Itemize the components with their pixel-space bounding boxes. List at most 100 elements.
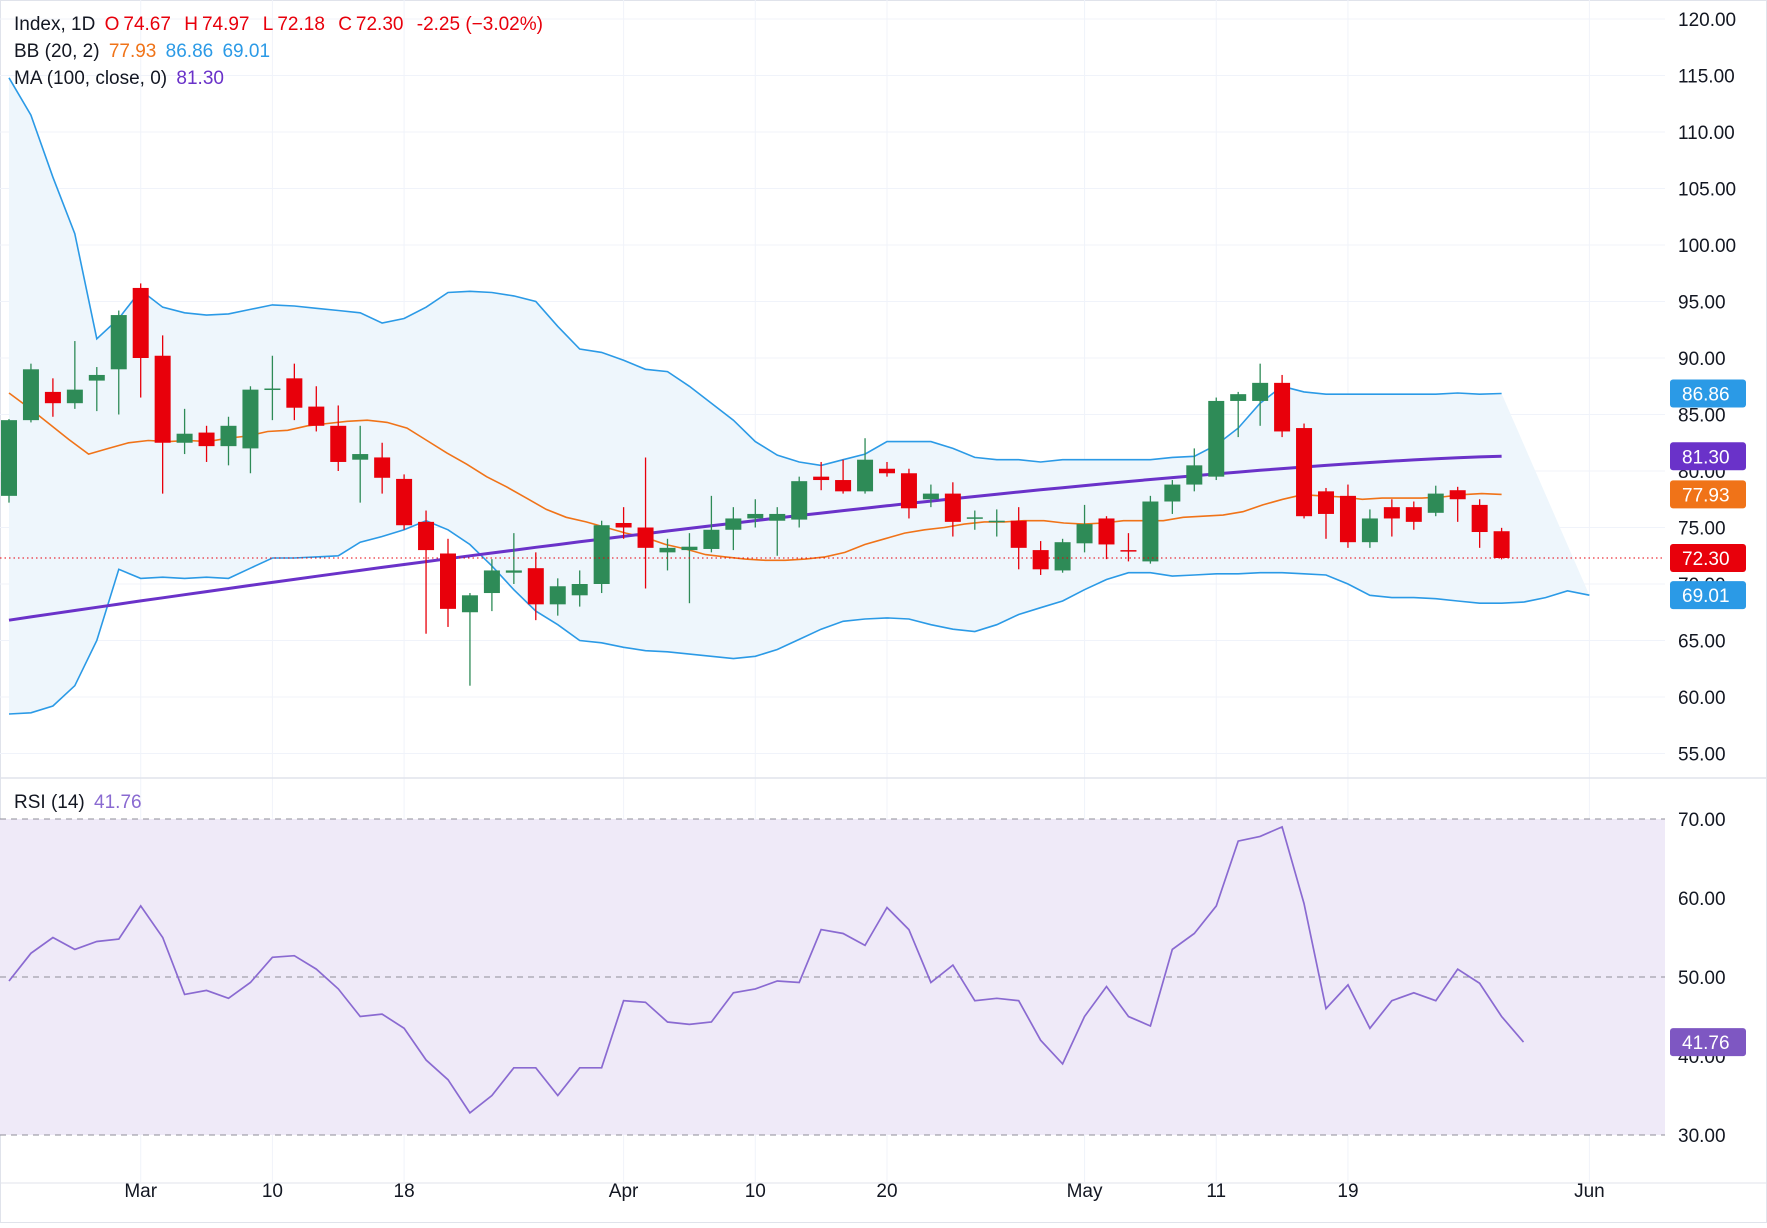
candle-body [1361,518,1378,543]
candle-body [725,518,742,530]
candle-up [593,520,610,594]
y-tick-label: 110.00 [1678,123,1735,144]
rsi-line [8,825,1525,1115]
candle-body [527,568,544,605]
candle-up [922,484,939,508]
high-value: H 74.97 [184,14,253,35]
candle-down [44,378,61,417]
bb-upper-value: 86.86 [165,41,214,62]
y-tick-label: 90.00 [1678,349,1726,370]
candle-body [1142,501,1159,562]
candle-up [791,476,808,528]
candle-body [264,388,281,391]
candle-body [835,480,852,492]
candle-up [725,507,742,551]
candle-body [1449,490,1466,500]
candle-body [1339,495,1356,543]
candle-body [615,522,632,528]
candle-up [769,507,786,556]
rsi-band-fill [0,819,1665,1135]
candle-body [791,481,808,520]
rsi-badge: 41.76 [1670,1028,1746,1057]
rsi-value: 41.76 [94,792,142,813]
candle-body [66,389,83,404]
candle-up [659,538,676,571]
candle-down [330,405,347,471]
candle-up [966,510,983,530]
candle-down [527,552,544,621]
candle-up [1427,485,1444,517]
candle-down [1449,486,1466,522]
candle-body [1405,507,1422,522]
badge-text: 77.93 [1682,485,1730,506]
candle-down [1318,487,1334,539]
bb-upper-line [8,77,1502,467]
candle-body [242,389,259,449]
close-number: 72.30 [355,14,404,35]
candle-body [988,520,1005,523]
y-tick-label: 55.00 [1678,745,1726,766]
candle-up [1164,480,1181,514]
candle-up [264,355,281,421]
low-number: 72.18 [277,14,325,35]
candle-body [286,378,303,408]
badge-bg [1670,442,1746,471]
candle-up [1361,509,1378,548]
candle-body [1186,465,1203,485]
symbol-label: Index, 1D [14,14,96,35]
candle-down [396,474,413,530]
candle-body [44,391,61,404]
candle-down [900,468,917,519]
candle-body [22,369,39,421]
candle-body [1164,484,1181,502]
candle-up [88,367,105,412]
candle-down [1296,423,1313,519]
candle-up [483,559,500,612]
candle-down [418,510,435,634]
y-tick-label: 95.00 [1678,293,1726,314]
y-tick-label: 115.00 [1678,67,1735,88]
candle-body [352,454,369,460]
high-number: 74.97 [201,14,250,35]
candle-down [1120,533,1137,562]
candle-body [966,517,983,519]
candle-up [549,578,566,616]
y-tick-label: 75.00 [1678,519,1726,540]
candle-body [1054,542,1071,571]
candle-body [813,476,830,481]
candle-down [440,538,456,627]
candle-body [1493,531,1510,559]
change-value: -2.25 (−3.02%) [416,14,543,35]
candle-up [461,593,478,686]
close-label: C [338,14,352,35]
candle-up [505,533,522,584]
candle-body [483,570,500,594]
candle-down [879,461,895,477]
close-value: C 72.30 [338,14,407,35]
candle-body [1427,493,1444,513]
x-tick-label: 20 [876,1181,897,1202]
x-tick-label: 11 [1206,1181,1226,1202]
candle-body [1274,382,1291,432]
candle-down [374,442,391,494]
candle-up [110,310,127,415]
candle-down [1010,507,1027,570]
candle-up [1142,495,1159,564]
candle-body [154,355,171,443]
candle-body [637,527,654,548]
candle-body [308,406,325,426]
ma-legend: MA (100, close, 0) 81.30 [14,68,228,90]
candle-down [813,461,830,491]
candle-down [154,335,171,494]
badge-bg [1670,480,1746,509]
x-tick-label: May [1067,1181,1103,1202]
x-tick-label: 10 [262,1181,283,1202]
candle-up [22,363,39,423]
candle-up [1,419,17,503]
candle-up [1208,397,1225,481]
open-number: 74.67 [123,14,171,35]
ohlc-legend: Index, 1D O 74.67 H 74.97 L 72.18 C 72.30 -2… [14,14,547,36]
x-tick-label: Apr [609,1181,639,1202]
